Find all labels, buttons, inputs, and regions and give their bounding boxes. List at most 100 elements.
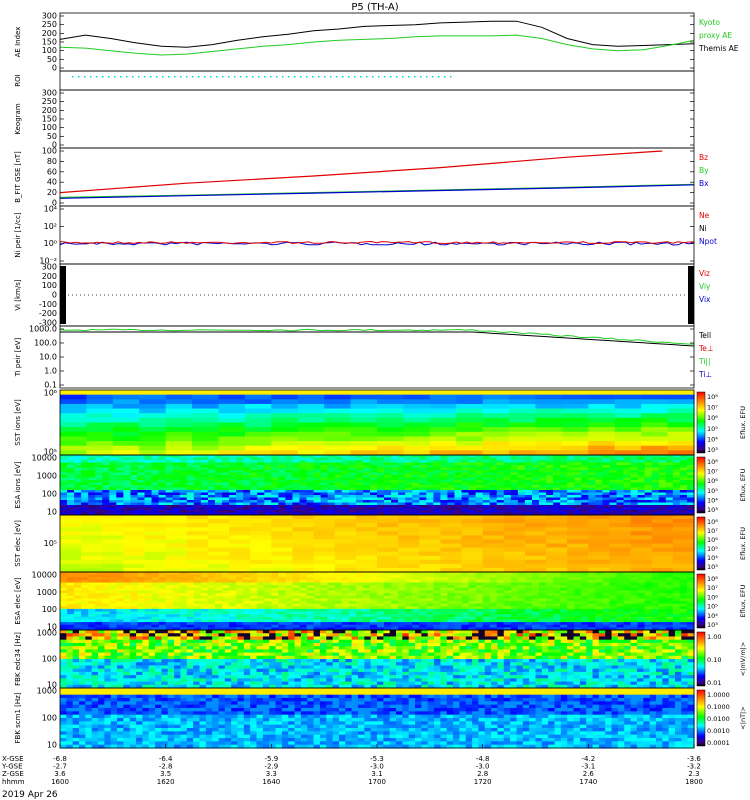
roi-mark (312, 76, 314, 78)
y-tick-label: 10 (47, 741, 57, 750)
colorbar-gradient (696, 456, 706, 514)
spectrogram-fbk_e (60, 630, 695, 689)
roi-mark (156, 76, 158, 78)
y-tick-label: 200 (42, 29, 57, 38)
roi-mark (204, 76, 206, 78)
y-tick-label: 100 (42, 281, 57, 290)
panel-frame (59, 12, 695, 72)
y-tick-label: 50 (47, 132, 57, 141)
x-tick-label: -3.2 (687, 763, 701, 771)
x-tick-label: -2.7 (53, 763, 67, 771)
y-axis-label: Keogram (14, 103, 22, 134)
colorbar-tick-label: 10⁸ (707, 518, 718, 526)
x-tick-label: -6.4 (159, 755, 173, 763)
y-tick-label: -300 (39, 319, 57, 328)
y-tick-label: 0 (52, 291, 57, 300)
roi-mark (126, 76, 128, 78)
x-tick-label: -6.8 (53, 755, 67, 763)
y-tick-label: 10 (47, 681, 57, 690)
x-tick-label: -3.0 (476, 763, 490, 771)
colorbar-fbk_b: 1.0000 0.1000 0.0100 0.0010 0.0001 <|nT|> (696, 689, 747, 747)
velocity-data-bar (688, 266, 694, 324)
colorbar-title: <|nT|> (739, 706, 747, 729)
roi-mark (222, 76, 224, 78)
colorbar-tick-label: 1.00 (707, 633, 721, 641)
roi-mark (318, 76, 320, 78)
y-tick-label: -100 (39, 300, 57, 309)
roi-mark (162, 76, 164, 78)
x-tick-label: 3.1 (371, 770, 382, 778)
colorbar-tick-label: 10⁷ (707, 527, 718, 535)
roi-mark (186, 76, 188, 78)
roi-mark (360, 76, 362, 78)
x-row-label: Z-GSE (2, 770, 24, 778)
y-tick-label: 10000 (32, 571, 57, 580)
x-tick-label: 3.6 (54, 770, 66, 778)
series-line-bx (59, 184, 695, 199)
roi-mark (216, 76, 218, 78)
x-tick-label: -3.1 (581, 763, 595, 771)
y-tick-label: 10⁴ (44, 205, 57, 214)
y-tick-label: 100 (42, 714, 57, 723)
colorbar-tick-label: 10⁷ (707, 584, 718, 592)
y-tick-label: 300 (42, 12, 57, 21)
roi-mark (102, 76, 104, 78)
legend-entry: Npot (699, 237, 717, 246)
roi-mark (228, 76, 230, 78)
x-tick-label: 3.3 (266, 770, 277, 778)
series-line-proxy-ae (59, 34, 695, 56)
colorbar-title: Eflux, EFU (739, 468, 747, 501)
legend-entry: Kyoto (699, 18, 720, 27)
colorbar-tick-label: 10⁸ (707, 393, 718, 401)
y-axis-label: ESA elec [eV] (14, 577, 22, 624)
y-axis-label: Vi [km/s] (14, 279, 22, 310)
roi-mark (252, 76, 254, 78)
colorbar-tick-label: 10³ (707, 621, 718, 629)
series-line-npot (59, 241, 695, 246)
roi-mark (366, 76, 368, 78)
roi-mark (270, 76, 272, 78)
date-label: 2019 Apr 26 (2, 790, 58, 800)
y-axis-label: Ti peir [eV] (14, 337, 22, 377)
y-axis-label: ROI (14, 74, 22, 86)
roi-mark (372, 76, 374, 78)
panel-frame (59, 89, 695, 149)
colorbar-tick-label: 10⁶ (707, 593, 718, 601)
panel-frame (59, 205, 695, 265)
x-row-label: Y-GSE (1, 763, 23, 771)
colorbar-gradient (696, 573, 706, 629)
roi-mark (84, 76, 86, 78)
spectrogram-sst_i (60, 390, 695, 456)
y-tick-label: 60 (47, 167, 57, 176)
roi-mark (384, 76, 386, 78)
colorbar-tick-label: 10⁶ (707, 536, 718, 544)
y-axis-label: AE Index (14, 27, 22, 58)
y-tick-label: 200 (42, 106, 57, 115)
y-tick-label: 10⁵ (44, 448, 57, 457)
roi-mark (108, 76, 110, 78)
x-tick-label: 1740 (579, 778, 597, 786)
roi-mark (264, 76, 266, 78)
roi-mark (306, 76, 308, 78)
y-tick-label: 1.0 (44, 367, 57, 376)
y-tick-label: 10 (47, 623, 57, 632)
x-tick-label: 3.5 (160, 770, 171, 778)
colorbar-tick-label: 10⁵ (707, 545, 718, 553)
legend-entry: Ne (699, 211, 710, 220)
x-tick-label: -4.2 (581, 755, 595, 763)
legend-entry: Ni (699, 224, 707, 233)
panel-frame (59, 147, 695, 207)
x-tick-label: 1600 (51, 778, 69, 786)
series-line-themis-ae (59, 20, 695, 48)
plot-title: P5 (TH-A) (351, 2, 398, 13)
y-tick-label: 10.0 (39, 353, 57, 362)
roi-mark (348, 76, 350, 78)
roi-mark (132, 76, 134, 78)
y-tick-label: 10⁰ (44, 239, 57, 248)
y-tick-label: 150 (42, 38, 57, 47)
legend-entry: Ti⊥ (698, 370, 712, 379)
